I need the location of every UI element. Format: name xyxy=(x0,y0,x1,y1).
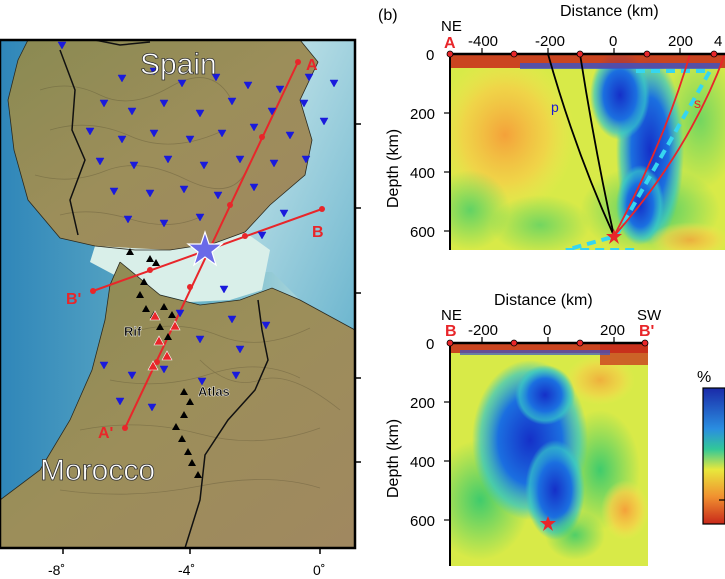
bottom-ytick-2: 200 xyxy=(410,395,435,412)
top-ytick-4: 600 xyxy=(410,224,435,241)
bottom-xtick-1: -200 xyxy=(468,322,498,339)
top-xtick-2: -200 xyxy=(535,33,565,50)
bottom-ytick-3: 400 xyxy=(410,454,435,471)
cross-section-b: Distance (km) NE SW B B' -2 xyxy=(385,292,662,566)
top-xlabel: Distance (km) xyxy=(560,3,659,20)
label-atlas: Atlas xyxy=(198,384,230,399)
coastline-iberia xyxy=(7,40,319,251)
label-spain: Spain xyxy=(140,48,217,81)
top-xtick-1: -400 xyxy=(468,33,498,50)
colorbar-unit: % xyxy=(697,369,711,386)
label-profile-a-end: A xyxy=(306,57,318,74)
phase-s-label: s xyxy=(694,95,701,111)
lon-tick-1: -8˚ xyxy=(48,562,65,578)
morocco-landmass xyxy=(0,262,355,548)
lon-tick-2: -4˚ xyxy=(178,562,195,578)
spain-portugal-border xyxy=(59,49,86,236)
panel-b-label: (b) xyxy=(378,7,398,24)
iberia-landmass xyxy=(8,40,318,250)
label-profile-b-start: B' xyxy=(66,291,81,308)
top-xtick-4: 200 xyxy=(668,33,693,50)
profile-markers xyxy=(90,59,325,431)
colorbar: % xyxy=(697,369,725,525)
top-xtick-3: 0 xyxy=(609,33,617,50)
map-right-ticks xyxy=(62,123,361,554)
lon-tick-3: 0˚ xyxy=(313,562,325,578)
map-panel: Spain Morocco Rif Atlas A A' B B' -8˚ -4… xyxy=(0,38,361,578)
top-ylabel: Depth (km) xyxy=(385,129,402,208)
bottom-xtick-2: 0 xyxy=(543,322,551,339)
top-ytick-1: 0 xyxy=(426,47,434,64)
bottom-left-end: B xyxy=(445,323,457,340)
bottom-ylabel: Depth (km) xyxy=(385,419,402,498)
top-ytick-3: 400 xyxy=(410,165,435,182)
bottom-xlabel: Distance (km) xyxy=(494,292,593,309)
bottom-right-code: SW xyxy=(637,307,662,324)
phase-p-label: p xyxy=(551,99,559,115)
morocco-algeria-border xyxy=(184,299,269,548)
red-triangles xyxy=(147,310,181,371)
earthquake-epicenter-star xyxy=(186,230,224,267)
bottom-right-end: B' xyxy=(639,323,654,340)
seismic-stations xyxy=(57,41,339,412)
bottom-ytick-4: 600 xyxy=(410,513,435,530)
bottom-ytick-1: 0 xyxy=(426,336,434,353)
label-profile-b-end: B xyxy=(312,224,324,241)
top-left-end: A xyxy=(444,35,456,52)
bottom-left-code: NE xyxy=(441,307,462,324)
label-rif: Rif xyxy=(124,324,142,339)
top-xtick-5: 4 xyxy=(714,33,722,50)
label-morocco: Morocco xyxy=(40,454,155,487)
top-ytick-2: 200 xyxy=(410,106,435,123)
spain-france-border xyxy=(94,40,151,46)
map-frame xyxy=(0,38,357,550)
label-profile-a-start: A' xyxy=(98,425,113,442)
top-left-code: NE xyxy=(441,18,462,35)
bottom-xtick-3: 200 xyxy=(600,322,625,339)
cross-section-a: Distance (km) NE A p xyxy=(385,3,725,250)
